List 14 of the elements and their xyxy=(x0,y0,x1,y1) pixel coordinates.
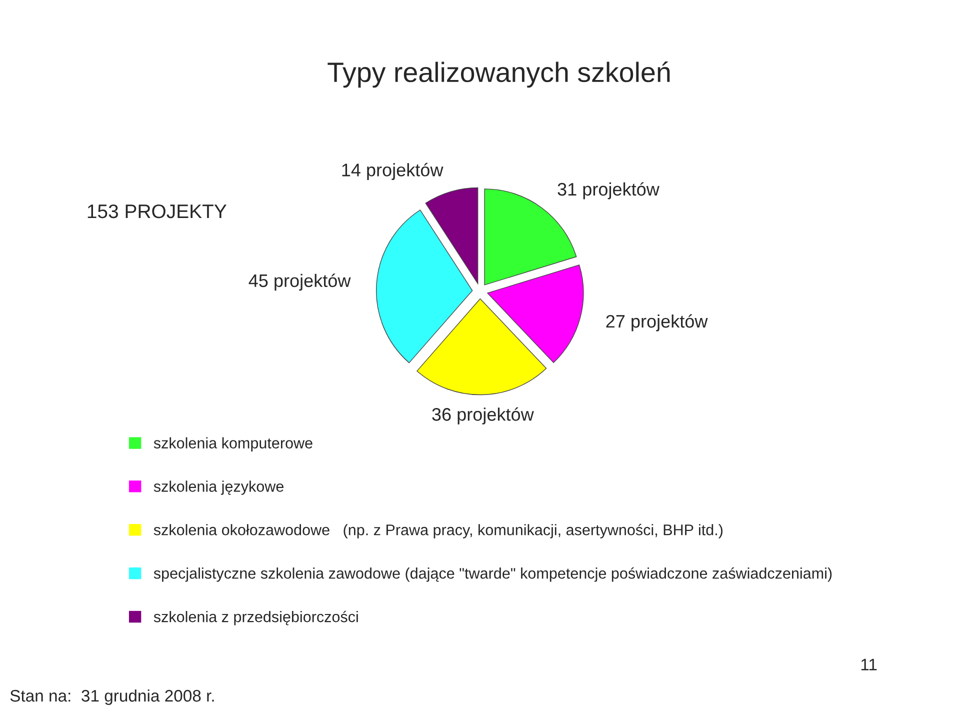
data-label: 31 projektów xyxy=(558,182,660,200)
legend-label: szkolenia okołozawodowe (np. z Prawa pracy, komunikacji, asertywności, BHP itd.) xyxy=(154,524,723,538)
text: 153 PROJEKTY xyxy=(88,204,226,218)
data-label: 45 projektów xyxy=(248,274,351,291)
data-label: 14 projektów xyxy=(342,162,444,180)
data-label: 27 projektów xyxy=(606,314,708,332)
data-label: 36 projektów xyxy=(432,407,534,424)
text: 11 xyxy=(861,658,877,670)
chart-title: Typy realizowanych szkoleń xyxy=(328,61,670,88)
legend-label: szkolenia z przedsiębiorczości xyxy=(154,610,358,626)
legend-label: szkolenia językowe xyxy=(154,480,284,495)
text: Stan na: 31 grudnia 2008 r. xyxy=(10,689,214,705)
legend-label: szkolenia komputerowe xyxy=(154,437,312,452)
legend-label: specjalistyczne szkolenia zawodowe (dające "twarde" kompetencje poświadczone zaświadczeniami) xyxy=(154,567,832,582)
